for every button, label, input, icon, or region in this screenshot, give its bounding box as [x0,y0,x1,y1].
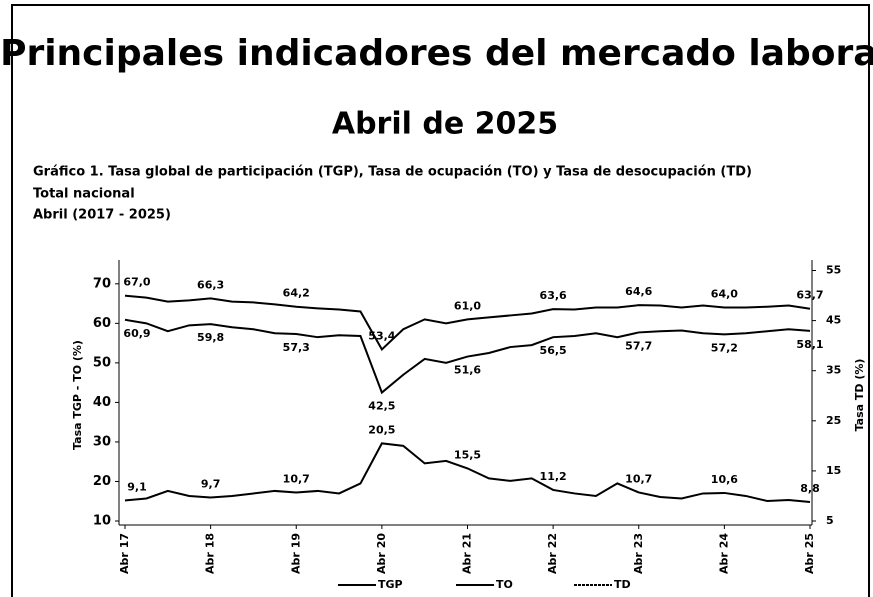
data-label: 42,5 [368,400,395,413]
data-label: 57,7 [625,339,652,352]
data-label: 10,7 [283,472,310,485]
y-axis-label: Tasa TGP - TO (%) [71,340,84,450]
data-label: 63,7 [796,289,823,302]
data-label: 56,5 [540,344,567,357]
y2-tick-label: 55 [826,264,841,277]
data-label: 9,7 [201,477,221,490]
data-label: 67,0 [123,276,150,289]
data-label: 60,9 [123,327,150,340]
legend-label: TO [496,578,513,591]
x-tick-label: Abr 17 [118,533,131,574]
data-label: 15,5 [454,448,481,461]
y-tick-label: 70 [93,276,111,291]
legend-label: TD [614,578,631,591]
y2-tick-label: 15 [826,464,841,477]
data-label: 9,1 [127,480,147,493]
y-tick-label: 10 [93,514,111,529]
x-tick-label: Abr 20 [375,533,388,574]
data-label: 61,0 [454,299,481,312]
x-tick-label: Abr 19 [289,533,302,574]
y2-axis-label: Tasa TD (%) [853,359,866,432]
data-label: 53,4 [368,329,395,342]
data-label: 59,8 [197,331,224,344]
y2-tick-label: 45 [826,314,841,327]
data-label: 8,8 [800,482,820,495]
data-label: 10,6 [711,473,738,486]
data-label: 64,2 [283,287,310,300]
x-tick-label: Abr 25 [803,533,816,574]
chart-title: Abril (2017 - 2025) [33,208,171,223]
legend-label: TGP [378,578,403,591]
x-tick-label: Abr 21 [461,533,474,574]
subtitle: Abril de 2025 [332,107,558,142]
x-tick-label: Abr 22 [546,533,559,574]
series-line [124,294,811,352]
series-line [124,318,811,395]
x-tick-label: Abr 23 [632,533,645,574]
x-tick-label: Abr 24 [717,533,730,574]
y-tick-label: 40 [93,395,111,410]
data-label: 58,1 [796,338,823,351]
y2-tick-label: 35 [826,364,841,377]
title: Principales indicadores del mercado labo… [0,33,873,74]
chart-title: Gráfico 1. Tasa global de participación … [33,165,752,180]
y-tick-label: 20 [93,474,111,489]
data-label: 64,6 [625,285,652,298]
y-tick-label: 60 [93,316,111,331]
data-label: 10,7 [625,472,652,485]
y-tick-label: 50 [93,355,111,370]
data-label: 51,6 [454,364,481,377]
data-label: 66,3 [197,278,224,291]
y2-tick-label: 25 [826,414,841,427]
data-label: 20,5 [368,423,395,436]
x-tick-label: Abr 18 [204,533,217,574]
data-label: 57,2 [711,341,738,354]
data-label: 64,0 [711,288,738,301]
frame [11,4,870,597]
series-line [124,442,811,503]
y-tick-label: 30 [93,434,111,449]
data-label: 63,6 [540,289,567,302]
chart-title: Total nacional [33,187,135,202]
data-label: 11,2 [540,470,567,483]
y2-tick-label: 5 [826,514,834,527]
data-label: 57,3 [283,341,310,354]
